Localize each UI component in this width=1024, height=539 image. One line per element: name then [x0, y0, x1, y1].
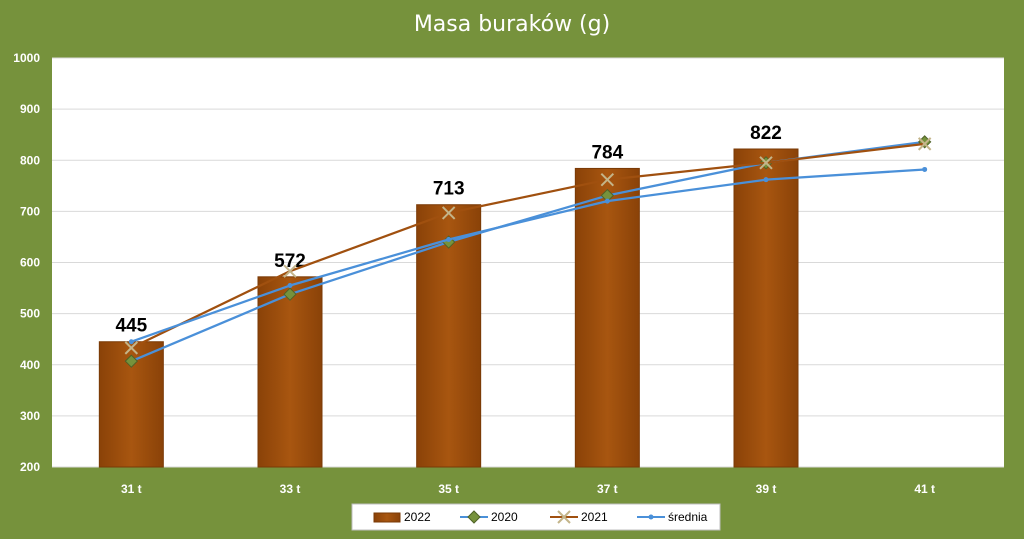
legend-label: 2020: [491, 510, 518, 524]
x-marker: [283, 264, 297, 278]
data-label: 822: [750, 123, 782, 144]
series-line: [130, 168, 925, 343]
data-label: 784: [591, 142, 623, 163]
dot-marker: [446, 236, 452, 242]
x-marker: [441, 206, 456, 220]
legend-item: 2020: [460, 510, 518, 524]
bar: [733, 148, 799, 468]
x-tick-label: 31 t: [121, 482, 142, 496]
y-tick-label: 400: [20, 358, 40, 372]
x-marker: [759, 156, 773, 170]
x-tick-label: 37 t: [597, 482, 618, 496]
x-marker: [917, 137, 932, 151]
legend-label: średnia: [668, 510, 708, 524]
dot-marker: [287, 283, 293, 289]
legend-item: 2022: [373, 510, 431, 524]
chart-title: Masa buraków (g): [413, 12, 611, 37]
y-tick-label: 1000: [13, 51, 40, 65]
y-tick-label: 900: [20, 102, 40, 116]
x-tick-label: 35 t: [438, 482, 459, 496]
x-tick-label: 39 t: [756, 482, 777, 496]
legend-label: 2022: [404, 510, 431, 524]
y-tick-label: 300: [20, 409, 40, 423]
x-marker: [600, 172, 615, 187]
y-tick-label: 700: [20, 204, 40, 218]
data-label: 572: [274, 251, 306, 272]
diamond-marker: [283, 287, 297, 301]
series-line: [130, 142, 925, 349]
y-tick-label: 200: [20, 460, 40, 474]
dot-marker: [648, 514, 654, 520]
y-tick-label: 800: [20, 153, 40, 167]
diamond-marker: [467, 510, 481, 524]
bar: [574, 167, 640, 468]
dot-marker: [128, 339, 134, 345]
legend-item: 2021: [550, 510, 608, 524]
legend-swatch: [373, 512, 401, 523]
legend-item: średnia: [637, 510, 708, 524]
dot-marker: [763, 177, 769, 183]
x-marker: [557, 510, 571, 524]
x-marker: [124, 341, 139, 355]
bar: [257, 276, 323, 468]
data-label: 713: [433, 179, 465, 200]
data-label: 445: [115, 316, 147, 337]
diamond-marker: [124, 354, 139, 368]
y-tick-label: 500: [20, 307, 40, 321]
legend-label: 2021: [581, 510, 608, 524]
y-tick-label: 600: [20, 256, 40, 270]
legend: 2022 2020 2021 średnia: [351, 503, 721, 531]
dot-marker: [604, 198, 610, 204]
dot-marker: [922, 166, 928, 172]
x-tick-label: 33 t: [280, 482, 301, 496]
x-tick-label: 41 t: [914, 482, 935, 496]
